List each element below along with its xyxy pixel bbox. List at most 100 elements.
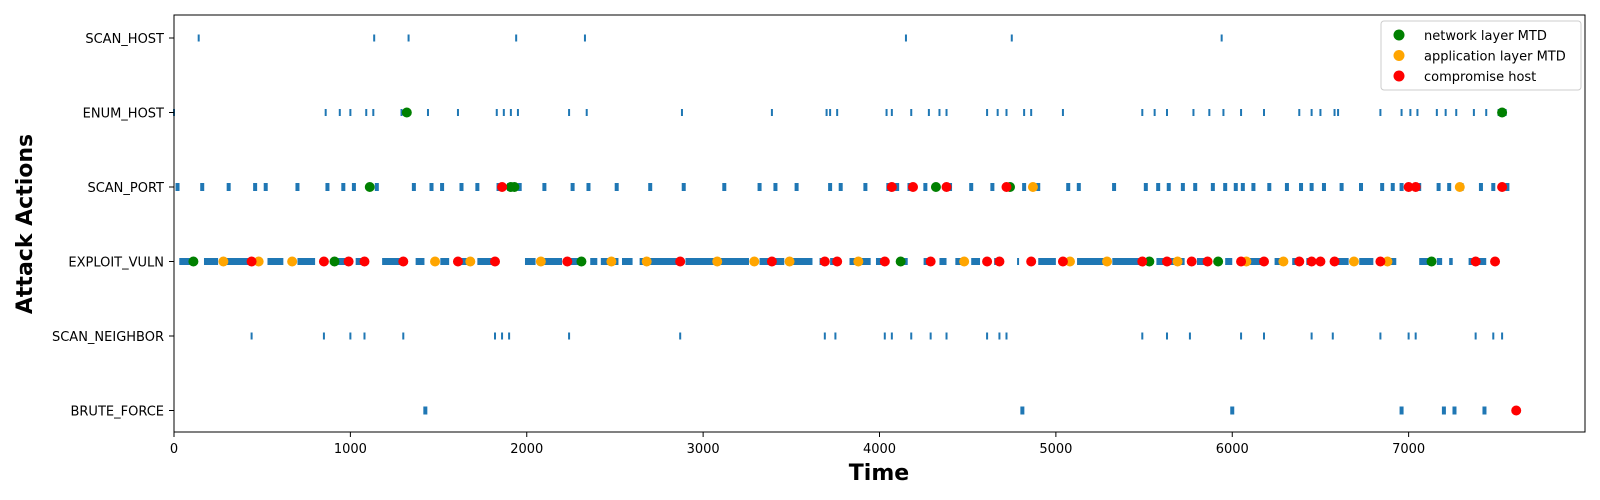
action-event-mark: [1193, 183, 1198, 191]
action-event-run: [1225, 258, 1233, 265]
action-event-mark: [1061, 109, 1064, 116]
action-event-mark: [374, 183, 379, 191]
action-event-mark: [402, 332, 405, 340]
action-event-run: [570, 258, 580, 265]
x-tick-label: 2000: [510, 442, 543, 457]
action-event-mark: [1447, 183, 1452, 191]
action-event-mark: [825, 109, 828, 116]
event-marker: [749, 256, 760, 267]
action-event-mark: [423, 406, 428, 415]
y-tick-label: SCAN_NEIGHBOR: [52, 330, 164, 345]
action-event-mark: [440, 183, 445, 191]
action-event-mark: [1319, 109, 1322, 116]
action-event-run: [1249, 258, 1264, 265]
event-marker: [1161, 256, 1172, 267]
event-marker: [832, 256, 843, 267]
action-event-mark: [890, 109, 893, 116]
event-marker: [641, 256, 652, 267]
action-event-mark: [1166, 183, 1171, 191]
action-event-mark: [1390, 183, 1395, 191]
event-marker: [364, 182, 375, 192]
action-event-mark: [1141, 109, 1144, 116]
action-event-mark: [990, 183, 995, 191]
event-marker: [1057, 256, 1068, 267]
event-marker: [452, 256, 463, 267]
action-event-run: [1479, 258, 1487, 265]
action-event-mark: [1452, 406, 1457, 415]
x-tick-label: 5000: [1039, 442, 1072, 457]
event-marker: [1490, 256, 1501, 267]
event-marker: [1382, 256, 1393, 267]
action-event-run: [793, 258, 813, 265]
event-marker: [1064, 256, 1075, 267]
action-event-mark: [679, 332, 682, 340]
action-event-mark: [910, 109, 913, 116]
action-event-mark: [250, 332, 253, 340]
legend-marker: [1393, 29, 1405, 41]
action-event-mark: [1333, 109, 1336, 116]
action-event-run: [1389, 258, 1397, 265]
action-event-run: [685, 258, 714, 265]
action-event-run: [382, 258, 404, 265]
action-event-mark: [1066, 183, 1071, 191]
action-event-mark: [1223, 183, 1228, 191]
action-event-mark: [475, 183, 480, 191]
action-event-run: [415, 258, 425, 265]
action-event-mark: [1262, 109, 1265, 116]
action-event-mark: [829, 109, 832, 116]
action-event-mark: [1188, 332, 1191, 340]
action-event-mark: [508, 332, 511, 340]
action-event-mark: [586, 183, 591, 191]
action-event-mark: [1400, 109, 1403, 116]
action-event-mark: [910, 332, 913, 340]
action-event-mark: [341, 183, 346, 191]
event-marker: [1410, 182, 1421, 192]
action-event-run: [440, 258, 450, 265]
event-marker: [1186, 256, 1197, 267]
action-event-mark: [986, 332, 989, 340]
action-event-mark: [263, 183, 268, 191]
action-event-mark: [773, 183, 778, 191]
action-event-mark: [986, 109, 989, 116]
action-event-mark: [890, 332, 893, 340]
action-event-mark: [681, 183, 686, 191]
event-marker: [1278, 256, 1289, 267]
action-event-run: [971, 258, 981, 265]
action-event-mark: [1409, 109, 1412, 116]
event-marker: [675, 256, 686, 267]
action-event-run: [267, 258, 284, 265]
event-marker: [1258, 256, 1269, 267]
action-event-mark: [295, 183, 300, 191]
action-event-mark: [338, 109, 341, 116]
action-event-mark: [838, 183, 843, 191]
action-event-mark: [570, 183, 575, 191]
action-event-mark: [904, 34, 907, 42]
action-event-mark: [757, 183, 762, 191]
action-event-mark: [885, 109, 888, 116]
event-marker: [1470, 256, 1481, 267]
x-tick-label: 4000: [863, 442, 896, 457]
action-event-run: [1449, 258, 1453, 265]
action-event-mark: [1180, 183, 1185, 191]
action-event-mark: [1143, 183, 1148, 191]
action-event-mark: [945, 109, 948, 116]
event-marker: [318, 256, 329, 267]
action-event-mark: [1416, 109, 1419, 116]
action-event-run: [461, 258, 467, 265]
event-marker: [1315, 256, 1326, 267]
event-marker: [853, 256, 864, 267]
action-event-mark: [1023, 109, 1026, 116]
event-marker: [509, 182, 520, 192]
action-event-mark: [969, 183, 974, 191]
event-marker: [535, 256, 546, 267]
action-event-mark: [585, 109, 588, 116]
action-event-mark: [1472, 109, 1475, 116]
event-marker: [784, 256, 795, 267]
action-event-mark: [1444, 109, 1447, 116]
event-marker: [1202, 256, 1213, 267]
action-event-mark: [927, 109, 930, 116]
action-event-mark: [411, 183, 416, 191]
action-event-mark: [1491, 183, 1496, 191]
action-event-mark: [1165, 332, 1168, 340]
event-marker: [895, 256, 906, 267]
